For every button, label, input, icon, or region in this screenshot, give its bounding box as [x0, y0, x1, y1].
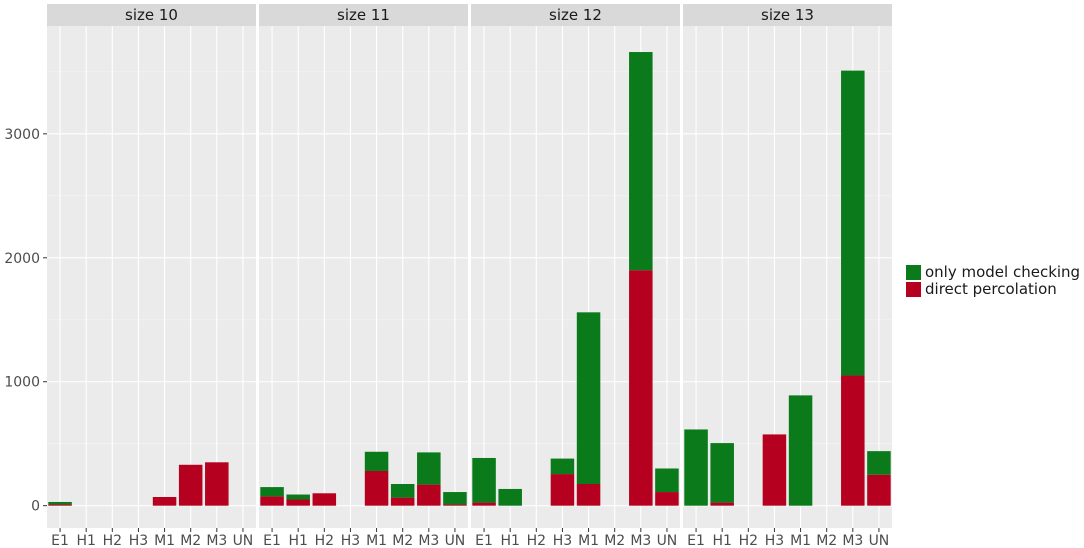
facet-strip	[683, 4, 892, 26]
legend-label-direct-percolation: direct percolation	[925, 280, 1057, 298]
bar-only-model-checking-m1	[788, 395, 813, 506]
x-tick-label-m2: M2	[180, 533, 201, 548]
x-tick-label-m1: M1	[790, 533, 811, 548]
facet-size-10: size 10 E1 H1 H2 H3 M1 M2 M3 UN	[47, 4, 256, 548]
bar-only-model-checking-m1	[576, 312, 601, 484]
x-tick-label-h1: H1	[76, 533, 95, 548]
x-tick-label-h1: H1	[288, 533, 307, 548]
bar-only-model-checking-h1	[710, 443, 734, 503]
bar-only-model-checking-un	[655, 468, 679, 493]
bar-only-model-checking-m3	[841, 70, 865, 376]
x-tick-label-h2: H2	[739, 533, 758, 548]
x-tick-label-h2: H2	[103, 533, 122, 548]
x-tick-label-h3: H3	[129, 533, 148, 548]
legend-key-direct-percolation	[906, 282, 921, 297]
bar-only-model-checking-e1	[48, 501, 72, 505]
bar-direct-percolation-h3	[762, 434, 787, 506]
x-tick-label-un: UN	[657, 533, 678, 548]
bar-direct-percolation-e1	[260, 496, 284, 506]
x-tick-label-m1: M1	[366, 533, 387, 548]
x-tick-label-m3: M3	[630, 533, 651, 548]
y-tick-label: 2000	[4, 251, 40, 267]
bar-direct-percolation-m3	[205, 462, 229, 506]
bar-only-model-checking-m3	[629, 52, 653, 271]
bar-only-model-checking-m3	[417, 452, 441, 485]
x-tick-label-un: UN	[445, 533, 466, 548]
bar-direct-percolation-h1	[710, 502, 734, 506]
y-tick-label: 1000	[4, 375, 40, 391]
bar-direct-percolation-m3	[417, 484, 441, 506]
facet-size-11: size 11 E1 H1 H2 H3 M1 M2 M3 UN	[259, 4, 468, 548]
bar-only-model-checking-e1	[260, 487, 284, 497]
x-tick-label-m3: M3	[206, 533, 227, 548]
bar-only-model-checking-m2	[390, 483, 415, 498]
x-tick-label-m1: M1	[154, 533, 175, 548]
x-tick-label-m2: M2	[816, 533, 837, 548]
x-tick-label-h1: H1	[500, 533, 519, 548]
bar-only-model-checking-un	[867, 451, 891, 475]
y-axis: 0 1000 2000 3000	[4, 127, 47, 515]
bar-only-model-checking-m1	[364, 451, 389, 471]
legend-key-only-model-checking	[906, 265, 921, 280]
x-tick-label-e1: E1	[475, 533, 493, 548]
bar-only-model-checking-h1	[286, 494, 310, 500]
facet-strip	[47, 4, 256, 26]
bar-direct-percolation-un	[443, 504, 467, 506]
facet-panels: size 10 E1 H1 H2 H3 M1 M2 M3 UN size 11 E1 H1 H2 H3 M1…	[47, 4, 892, 548]
y-tick-label: 0	[31, 499, 40, 515]
x-tick-label-m3: M3	[842, 533, 863, 548]
facet-strip-label: size 13	[761, 6, 814, 24]
x-tick-label-h2: H2	[527, 533, 546, 548]
x-tick-label-m2: M2	[392, 533, 413, 548]
x-tick-label-m3: M3	[418, 533, 439, 548]
x-tick-label-un: UN	[233, 533, 254, 548]
x-tick-label-m2: M2	[604, 533, 625, 548]
bar-direct-percolation-un	[867, 474, 891, 506]
facet-strip	[259, 4, 468, 26]
bar-direct-percolation-h3	[550, 474, 575, 506]
legend: only model checking direct percolation	[906, 263, 1080, 298]
bar-direct-percolation-m1	[576, 483, 601, 506]
bar-direct-percolation-e1	[48, 504, 72, 506]
x-tick-label-h3: H3	[341, 533, 360, 548]
bar-direct-percolation-m3	[841, 375, 865, 506]
bar-only-model-checking-h1	[498, 488, 522, 506]
facet-strip	[471, 4, 680, 26]
bar-direct-percolation-m3	[629, 270, 653, 506]
x-tick-label-h1: H1	[712, 533, 731, 548]
x-tick-label-h3: H3	[553, 533, 572, 548]
x-tick-label-h3: H3	[765, 533, 784, 548]
x-tick-label-h2: H2	[315, 533, 334, 548]
bar-direct-percolation-m2	[390, 497, 415, 506]
x-tick-label-m1: M1	[578, 533, 599, 548]
facet-strip-label: size 12	[549, 6, 602, 24]
bar-only-model-checking-e1	[472, 457, 496, 503]
facet-size-13: size 13 E1 H1 H2 H3 M1 M2 M3 UN	[683, 4, 892, 548]
bar-direct-percolation-m1	[152, 497, 177, 506]
x-tick-label-e1: E1	[51, 533, 69, 548]
facet-strip-label: size 10	[125, 6, 178, 24]
legend-label-only-model-checking: only model checking	[925, 263, 1080, 281]
bar-direct-percolation-h2	[312, 493, 337, 506]
x-tick-label-e1: E1	[687, 533, 705, 548]
x-tick-label-e1: E1	[263, 533, 281, 548]
x-tick-label-un: UN	[869, 533, 890, 548]
bar-direct-percolation-un	[655, 492, 679, 506]
facet-size-12: size 12 E1 H1 H2 H3 M1 M2 M3 UN	[471, 4, 680, 548]
bar-direct-percolation-m1	[364, 470, 389, 506]
bar-direct-percolation-m2	[178, 464, 203, 506]
bar-only-model-checking-un	[443, 492, 467, 505]
y-tick-label: 3000	[4, 127, 40, 143]
panel-background	[47, 26, 256, 528]
bar-only-model-checking-h3	[550, 458, 575, 475]
panel-background	[259, 26, 468, 528]
bar-direct-percolation-h1	[286, 499, 310, 506]
facet-strip-label: size 11	[337, 6, 390, 24]
bar-direct-percolation-e1	[472, 502, 496, 506]
bar-only-model-checking-e1	[684, 429, 708, 506]
